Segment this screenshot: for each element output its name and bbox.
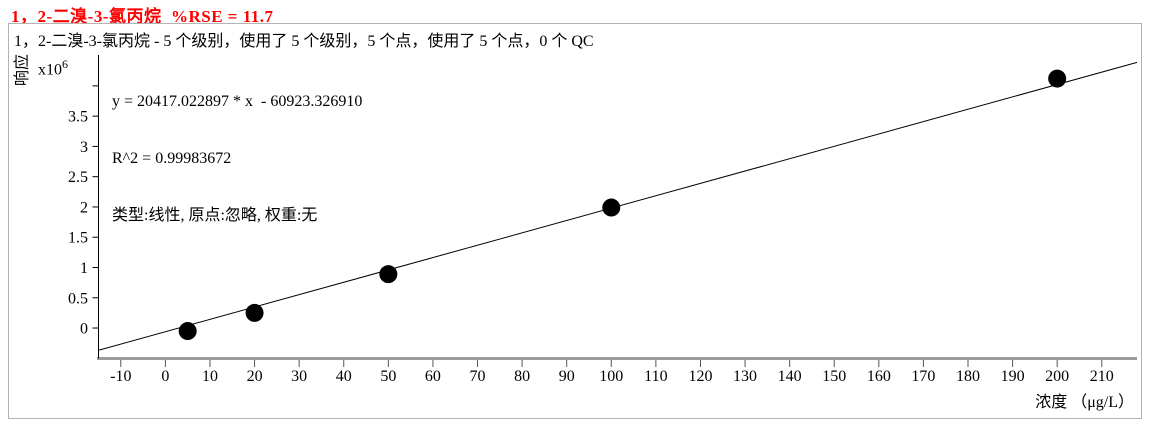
x-tick-label: -10 xyxy=(110,368,131,385)
x-tick-label: 30 xyxy=(291,368,307,385)
x-tick-label: 150 xyxy=(822,368,846,385)
fit-equation: y = 20417.022897 * x - 60923.326910 xyxy=(112,93,363,110)
y-tick-label: 0.5 xyxy=(68,290,88,307)
data-point[interactable] xyxy=(602,198,621,217)
x-tick-label: 60 xyxy=(425,368,441,385)
y-tick-label: 2.5 xyxy=(68,169,88,186)
fit-r-squared: R^2 = 0.99983672 xyxy=(112,150,232,167)
x-tick-label: 170 xyxy=(911,368,935,385)
fit-settings: 类型:线性, 原点:忽略, 权重:无 xyxy=(112,207,318,224)
x-tick-label: 180 xyxy=(956,368,980,385)
x-tick-label: 10 xyxy=(202,368,218,385)
x-tick-label: 20 xyxy=(247,368,263,385)
x-tick-label: 80 xyxy=(514,368,530,385)
x-tick-label: 110 xyxy=(644,368,667,385)
x-tick-label: 120 xyxy=(688,368,712,385)
x-tick-label: 130 xyxy=(733,368,757,385)
x-tick-label: 0 xyxy=(161,368,169,385)
data-point[interactable] xyxy=(1048,69,1067,88)
chart-panel: 1，2-二溴-3-氯丙烷 - 5 个级别，使用了 5 个级别，5 个点，使用了 … xyxy=(8,23,1142,419)
x-tick-label: 140 xyxy=(778,368,802,385)
x-tick-label: 160 xyxy=(867,368,891,385)
x-tick-label: 90 xyxy=(559,368,575,385)
x-tick-label: 210 xyxy=(1090,368,1114,385)
x-tick-label: 100 xyxy=(599,368,623,385)
calibration-plot: -10 0 10 20 30 40 50 60 70 80 90 100 110 120 130 140 150… xyxy=(68,55,1138,385)
y-tick-label: 0 xyxy=(80,321,88,338)
x-axis-label: 浓度 （μg/L） xyxy=(1035,394,1134,411)
y-tick-label: 1 xyxy=(80,260,88,277)
data-point[interactable] xyxy=(245,303,264,322)
x-tick-label: 190 xyxy=(1001,368,1025,385)
y-tick-label: 2 xyxy=(80,199,88,216)
x-tick-label: 200 xyxy=(1045,368,1069,385)
y-tick-label: 1.5 xyxy=(68,230,88,247)
y-tick-label: 3 xyxy=(80,139,88,156)
data-point[interactable] xyxy=(178,322,197,341)
y-axis-multiplier-base: x10 xyxy=(38,61,62,79)
y-tick-label: 3.5 xyxy=(68,109,88,126)
fit-annotation: y = 20417.022897 * x - 60923.326910 R^2 … xyxy=(112,54,362,263)
y-axis-multiplier-exponent: 6 xyxy=(62,57,68,71)
x-tick-label: 70 xyxy=(470,368,486,385)
x-tick-label: 50 xyxy=(380,368,396,385)
y-axis-multiplier: x106 xyxy=(38,56,68,78)
chart-subtitle: 1，2-二溴-3-氯丙烷 - 5 个级别，使用了 5 个级别，5 个点，使用了 … xyxy=(14,33,594,50)
chart-title: 1，2-二溴-3-氯丙烷 %RSE = 11.7 xyxy=(11,7,274,26)
data-point[interactable] xyxy=(379,265,398,284)
x-tick-label: 40 xyxy=(336,368,352,385)
